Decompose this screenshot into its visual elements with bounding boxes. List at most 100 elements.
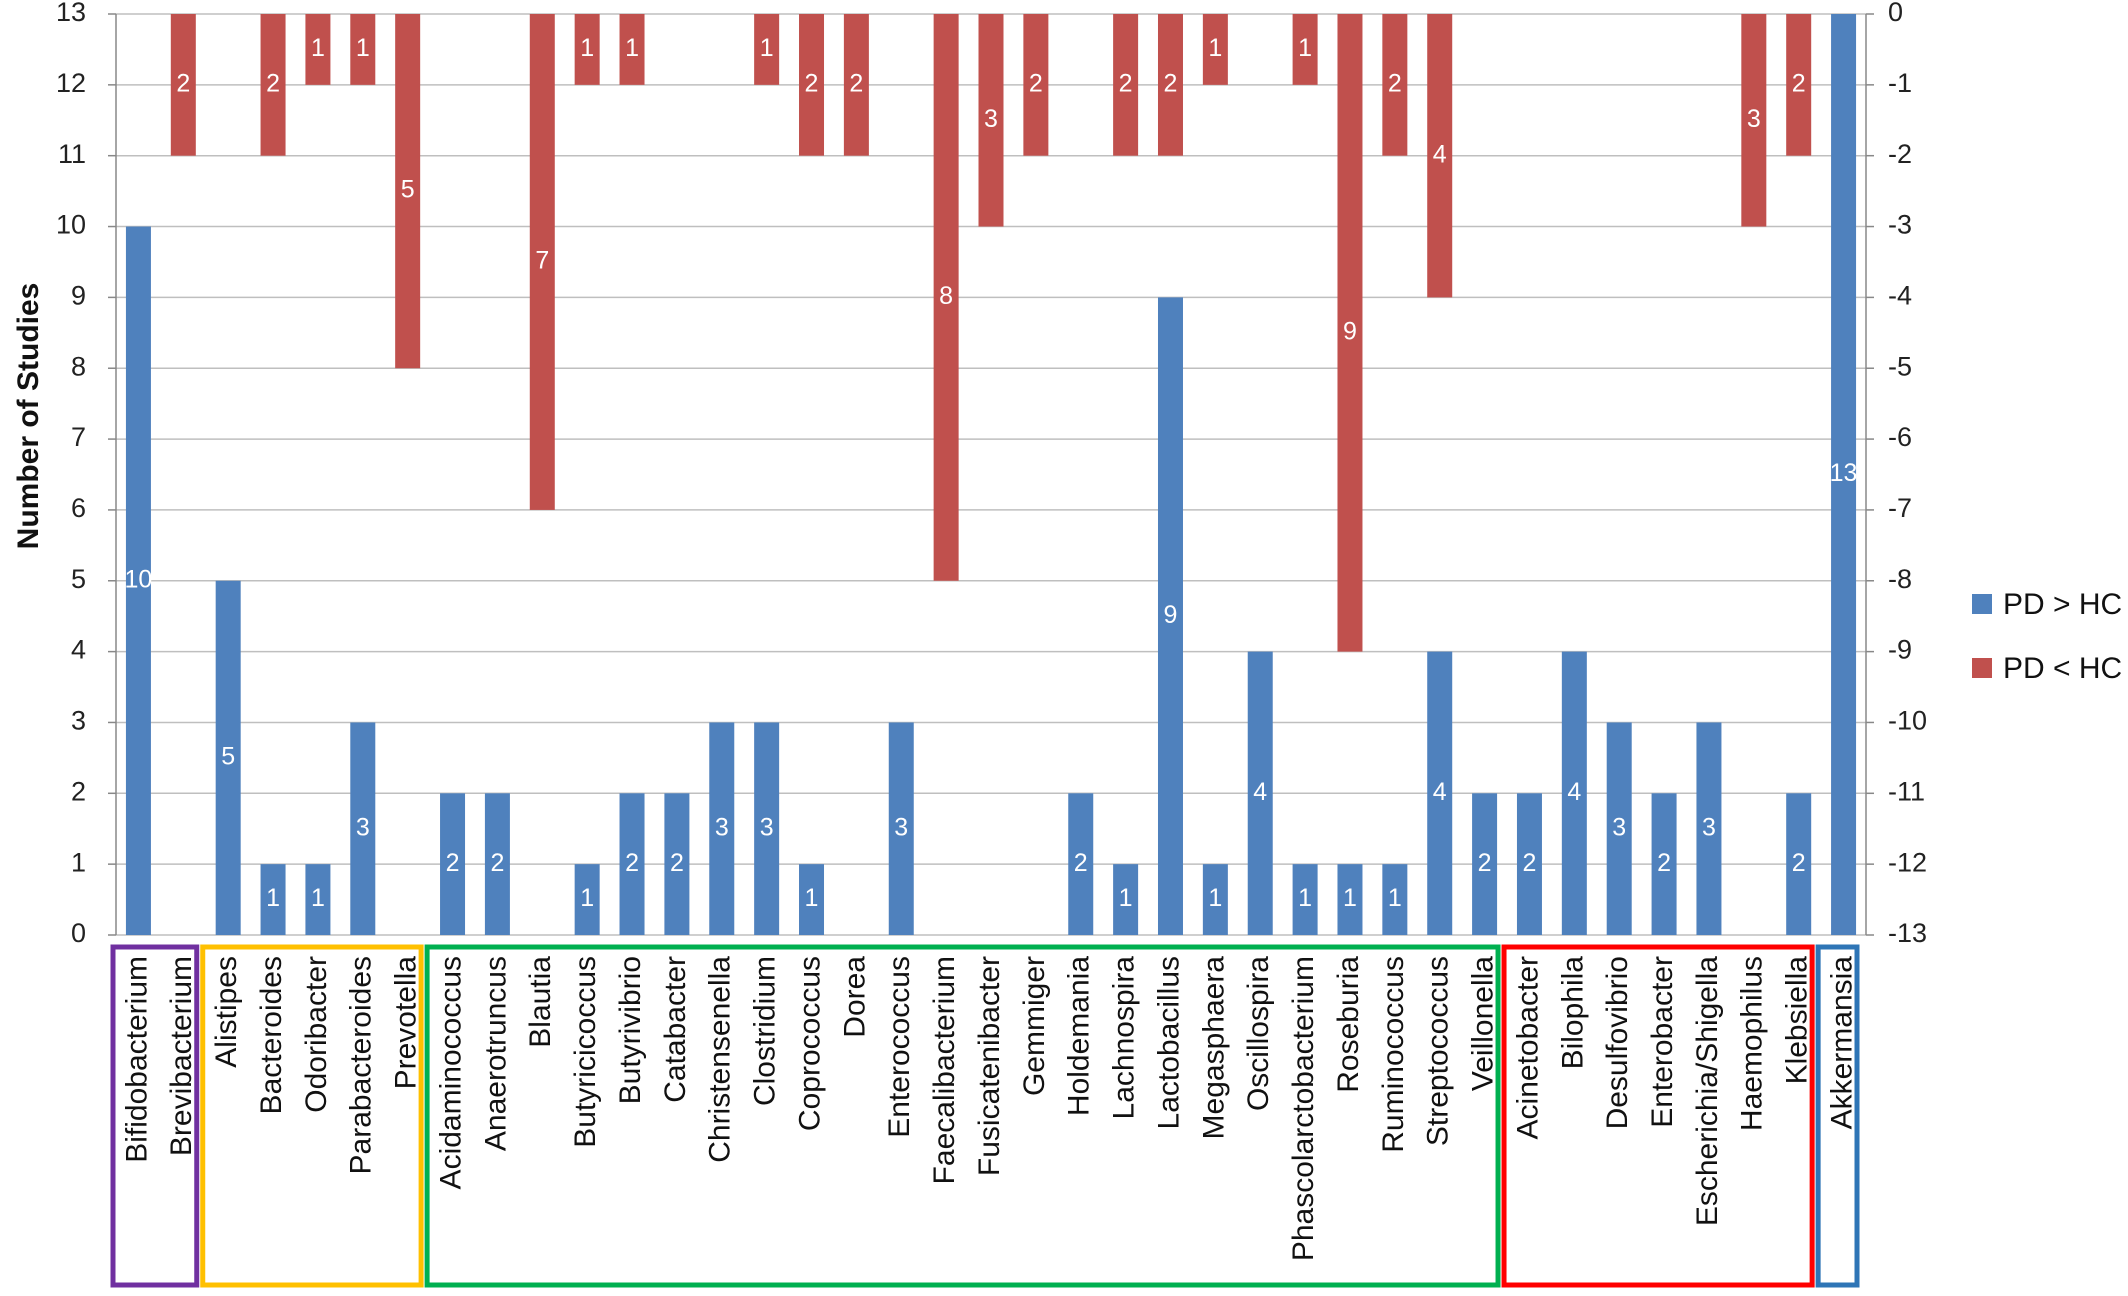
y-tick-label: 11 <box>58 139 86 169</box>
bar-pd-lt-hc <box>933 14 959 581</box>
bar-pd-gt-hc <box>260 864 286 935</box>
data-label-pd-lt-hc: 2 <box>849 69 863 97</box>
data-label-pd-gt-hc: 3 <box>715 813 729 841</box>
data-label-pd-lt-hc: 1 <box>356 34 370 62</box>
data-label-pd-lt-hc: 1 <box>1298 34 1312 62</box>
y2-tick-label: -13 <box>1888 918 1927 948</box>
y2-tick-label: -11 <box>1888 776 1925 806</box>
bar-pd-gt-hc <box>1786 793 1812 935</box>
y-tick-label: 1 <box>71 847 86 877</box>
category-label: Roseburia <box>1332 956 1365 1093</box>
data-label-pd-gt-hc: 1 <box>1343 884 1357 912</box>
group-box <box>110 944 200 1288</box>
bar-pd-gt-hc <box>125 226 151 936</box>
bar-pd-gt-hc <box>440 793 466 935</box>
bar-pd-gt-hc <box>574 864 600 935</box>
y2-tick-label: -9 <box>1888 635 1912 665</box>
data-label-pd-gt-hc: 1 <box>266 884 280 912</box>
bar-pd-lt-hc <box>1023 14 1049 156</box>
bar-pd-gt-hc <box>619 793 645 935</box>
data-label-pd-gt-hc: 2 <box>1792 849 1806 877</box>
category-label: Alistipes <box>210 956 243 1068</box>
category-label: Catabacter <box>659 956 692 1103</box>
bar-pd-lt-hc <box>799 14 825 156</box>
category-label: Brevibacterium <box>165 956 198 1156</box>
data-label-pd-lt-hc: 2 <box>266 69 280 97</box>
bar-pd-lt-hc <box>1427 14 1453 298</box>
bar-pd-gt-hc <box>1337 864 1363 935</box>
bar-pd-gt-hc <box>1113 864 1139 935</box>
category-label: Enterobacter <box>1646 956 1679 1128</box>
y-tick-label: 8 <box>71 351 86 381</box>
y-tick-label: 6 <box>71 493 86 523</box>
y-tick-label: 13 <box>56 0 86 27</box>
bar-pd-gt-hc <box>215 580 241 935</box>
axes: 0 -131 -122 -113 -104 -95 -86 -77 -68 -59 -410 -311… <box>56 0 1927 948</box>
data-label-pd-lt-hc: 4 <box>1433 140 1447 168</box>
data-label-pd-gt-hc: 2 <box>490 849 504 877</box>
y2-tick-label: -7 <box>1888 493 1912 523</box>
bar-pd-lt-hc <box>170 14 196 156</box>
bars <box>125 14 1857 936</box>
category-label: Phascolarctobacterium <box>1287 956 1320 1261</box>
category-label: Lachnospira <box>1108 956 1141 1120</box>
data-label-pd-lt-hc: 2 <box>1029 69 1043 97</box>
legend: PD > HC PD < HC <box>1972 588 2122 685</box>
data-label-pd-gt-hc: 3 <box>356 813 370 841</box>
category-label: Escherichia/Shigella <box>1691 956 1724 1226</box>
data-label-pd-gt-hc: 1 <box>1208 884 1222 912</box>
category-label: Fusicatenibacter <box>973 956 1006 1176</box>
category-label: Acidaminococcus <box>434 956 467 1189</box>
bar-pd-lt-hc <box>1741 14 1767 227</box>
legend-swatch-pd-lt-hc <box>1972 658 1992 678</box>
y2-tick-label: -6 <box>1888 422 1912 452</box>
data-label-pd-gt-hc: 1 <box>805 884 819 912</box>
data-label-pd-lt-hc: 2 <box>805 69 819 97</box>
y2-tick-label: -4 <box>1888 281 1912 311</box>
y-tick-label: 3 <box>71 706 86 736</box>
group-box <box>424 944 1501 1288</box>
bar-pd-lt-hc <box>574 14 600 85</box>
category-label: Anaerotruncus <box>479 956 512 1151</box>
data-label-pd-gt-hc: 3 <box>894 813 908 841</box>
y-tick-label: 12 <box>56 68 86 98</box>
category-label: Gemmiger <box>1018 956 1051 1096</box>
data-label-pd-lt-hc: 2 <box>1164 69 1178 97</box>
category-label: Clostridium <box>749 956 782 1106</box>
category-label: Bilophila <box>1556 956 1589 1070</box>
bar-pd-lt-hc <box>754 14 780 85</box>
category-label: Coprococcus <box>793 956 826 1131</box>
category-label: Bacteroides <box>255 956 288 1114</box>
group-box <box>200 944 424 1288</box>
bar-pd-lt-hc <box>978 14 1004 227</box>
y-tick-label: 2 <box>71 776 86 806</box>
data-label-pd-gt-hc: 2 <box>1523 849 1537 877</box>
category-label: Enterococcus <box>883 956 916 1138</box>
group-boxes <box>110 944 1860 1288</box>
data-label-pd-lt-hc: 5 <box>401 176 415 204</box>
category-label: Parabacteroides <box>345 956 378 1174</box>
bar-pd-gt-hc <box>1382 864 1408 935</box>
bar-pd-gt-hc <box>1516 793 1542 935</box>
y2-tick-label: -8 <box>1888 564 1912 594</box>
category-label: Megasphaera <box>1197 956 1230 1140</box>
y-tick-label: 5 <box>71 564 86 594</box>
data-label-pd-gt-hc: 13 <box>1830 459 1858 487</box>
category-labels: Bifidobacterium Brevibacterium Alistipes Ba… <box>120 956 1858 1261</box>
data-label-pd-lt-hc: 1 <box>580 34 594 62</box>
data-label-pd-lt-hc: 2 <box>1119 69 1133 97</box>
category-label: Akkermansia <box>1825 956 1858 1130</box>
bar-pd-gt-hc <box>1427 651 1453 935</box>
data-label-pd-gt-hc: 5 <box>221 742 235 770</box>
data-label-pd-lt-hc: 8 <box>939 282 953 310</box>
bar-pd-gt-hc <box>1561 651 1587 935</box>
data-label-pd-lt-hc: 7 <box>535 247 549 275</box>
y2-tick-label: -12 <box>1888 847 1927 877</box>
y2-tick-label: -5 <box>1888 351 1912 381</box>
bar-pd-lt-hc <box>395 14 421 369</box>
category-label: Lactobacillus <box>1152 956 1185 1129</box>
bar-pd-lt-hc <box>1786 14 1812 156</box>
bar-pd-lt-hc <box>1157 14 1183 156</box>
bar-pd-gt-hc <box>1247 651 1273 935</box>
